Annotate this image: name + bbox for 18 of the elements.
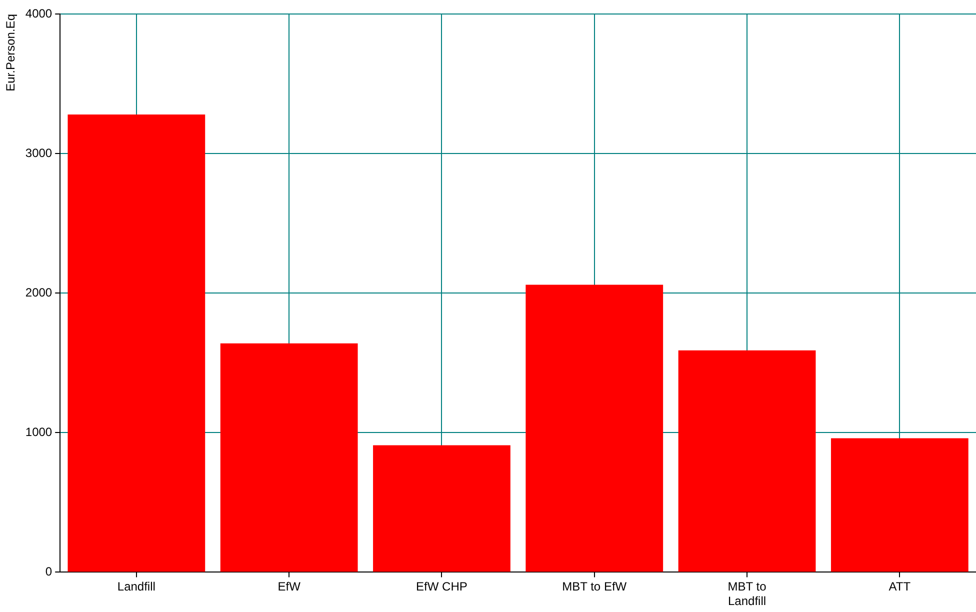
- bar: [220, 343, 358, 572]
- y-tick-label: 3000: [25, 146, 52, 160]
- bar: [526, 284, 664, 572]
- x-tick-label: ATT: [888, 580, 912, 594]
- x-tick-label: Landfill: [117, 580, 156, 594]
- bar: [830, 438, 968, 572]
- y-tick-label: 0: [45, 564, 52, 579]
- x-tick-label: EfW CHP: [416, 580, 468, 594]
- x-tick-label: MBT to Landfill: [728, 580, 767, 608]
- y-axis-title: Eur.Person.Eq: [4, 14, 18, 92]
- x-tick-label: MBT to EfW: [562, 580, 628, 594]
- x-tick-label: EfW: [278, 580, 302, 594]
- bar: [678, 350, 816, 572]
- y-tick-label: 2000: [25, 285, 52, 300]
- y-tick-label: 4000: [25, 6, 52, 20]
- bar: [373, 445, 510, 572]
- y-tick-label: 1000: [25, 424, 52, 439]
- bar: [68, 114, 206, 572]
